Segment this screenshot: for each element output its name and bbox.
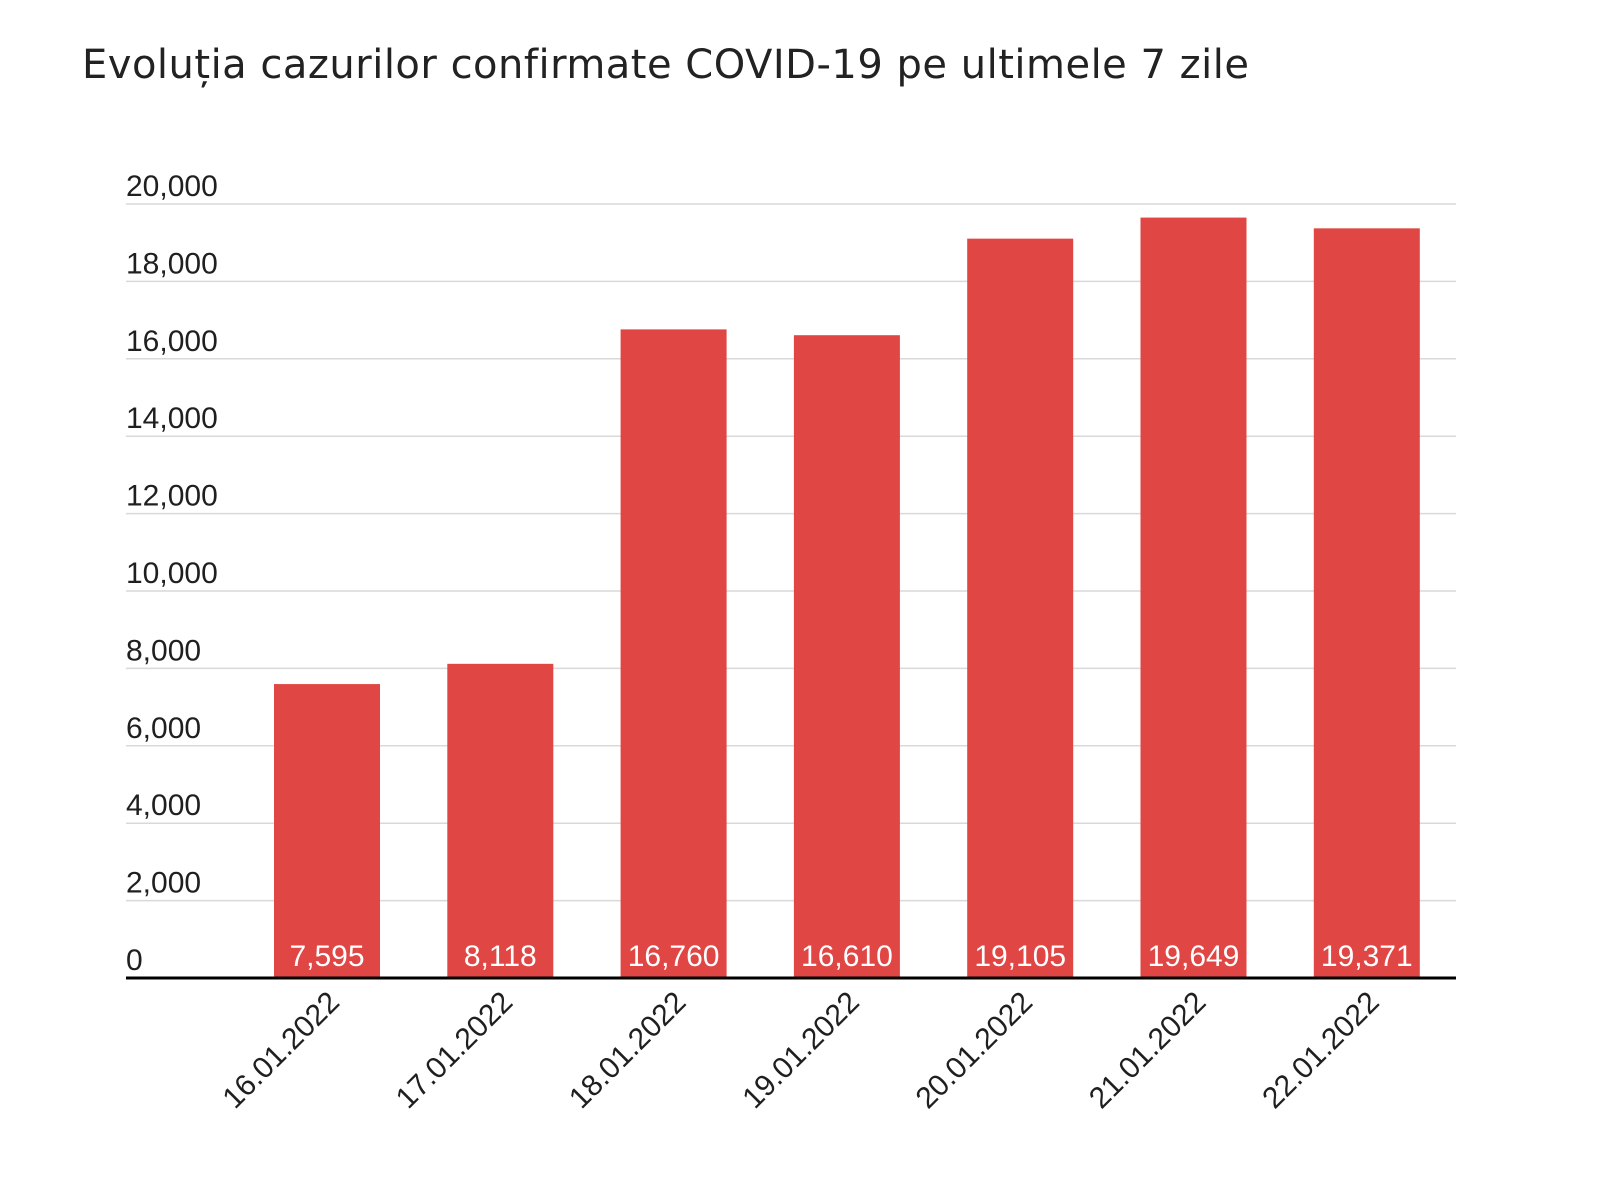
y-axis-ticks: 0 2,000 4,000 6,000 8,000 10,000 12,000 14,000 1… bbox=[126, 170, 218, 977]
bar bbox=[620, 329, 727, 978]
data-labels: 7,595 8,118 16,760 16,610 19,105 19,649 19,371 bbox=[289, 940, 1412, 973]
x-tick-label: 20.01.2022 bbox=[910, 986, 1040, 1116]
x-tick-label: 18.01.2022 bbox=[563, 986, 693, 1116]
x-tick-label: 17.01.2022 bbox=[390, 986, 520, 1116]
bar bbox=[447, 663, 554, 978]
data-label: 7,595 bbox=[289, 940, 364, 973]
data-label: 16,610 bbox=[801, 940, 893, 973]
bar bbox=[274, 684, 380, 978]
bar bbox=[793, 335, 900, 978]
y-tick-label: 12,000 bbox=[126, 480, 218, 513]
x-tick-label: 22.01.2022 bbox=[1256, 986, 1386, 1116]
chart-title: Evoluția cazurilor confirmate COVID-19 p… bbox=[82, 42, 1250, 88]
x-axis-ticks: 16.01.2022 17.01.2022 18.01.2022 19.01.2022… bbox=[216, 986, 1385, 1116]
y-tick-label: 20,000 bbox=[126, 170, 218, 203]
y-tick-label: 0 bbox=[126, 944, 143, 977]
y-tick-label: 18,000 bbox=[126, 247, 218, 280]
x-tick-label: 19.01.2022 bbox=[736, 986, 866, 1116]
y-tick-label: 2,000 bbox=[126, 867, 201, 900]
y-tick-label: 14,000 bbox=[126, 402, 218, 435]
data-label: 19,371 bbox=[1321, 940, 1413, 973]
bar bbox=[967, 238, 1074, 979]
data-label: 16,760 bbox=[628, 940, 720, 973]
y-tick-label: 16,000 bbox=[126, 325, 218, 358]
bar bbox=[1140, 217, 1247, 979]
y-tick-label: 8,000 bbox=[126, 634, 201, 667]
data-label: 19,105 bbox=[974, 940, 1066, 973]
data-label: 8,118 bbox=[464, 940, 537, 973]
data-label: 19,649 bbox=[1148, 940, 1240, 973]
bar bbox=[1313, 228, 1420, 979]
bars bbox=[274, 217, 1420, 979]
y-tick-label: 10,000 bbox=[126, 557, 218, 590]
y-tick-label: 4,000 bbox=[126, 789, 201, 822]
x-tick-label: 16.01.2022 bbox=[216, 986, 346, 1116]
y-tick-label: 6,000 bbox=[126, 712, 201, 745]
x-tick-label: 21.01.2022 bbox=[1083, 986, 1213, 1116]
